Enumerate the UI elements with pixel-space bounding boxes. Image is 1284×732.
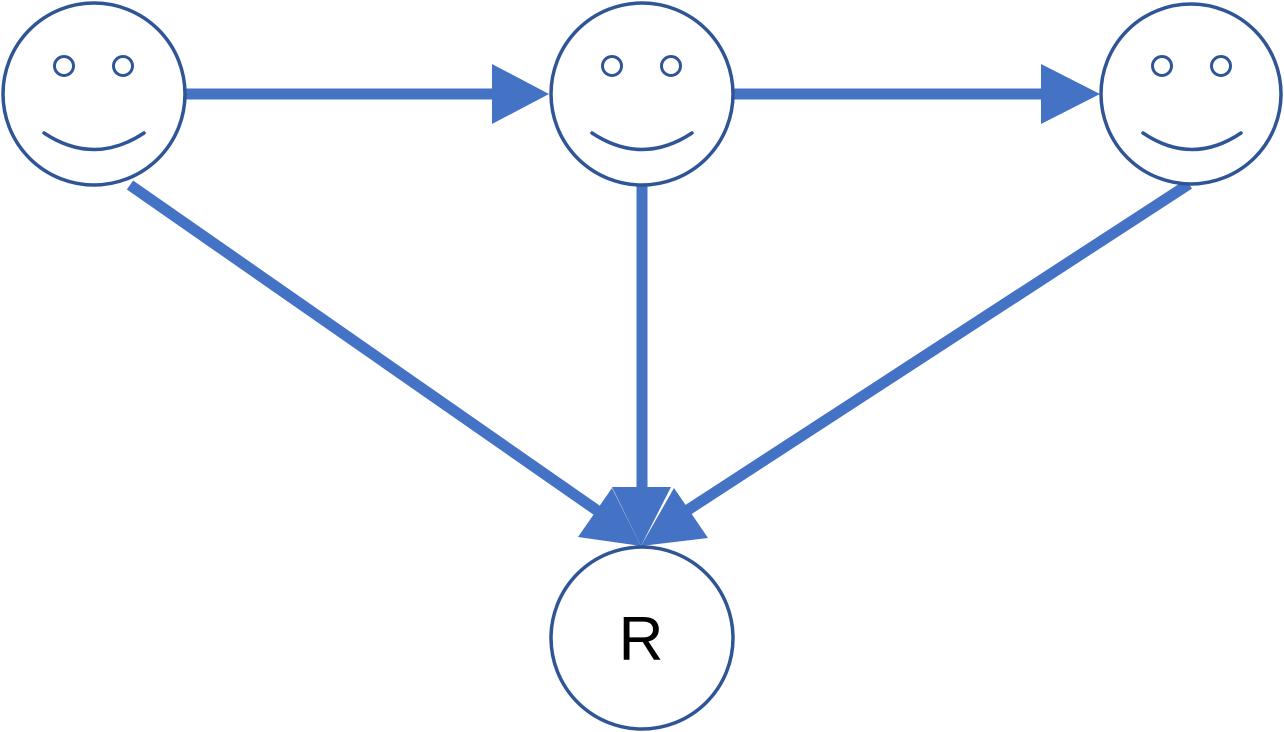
- agent-node-1: [1, 1, 187, 187]
- arrowhead-icon: [1041, 64, 1100, 124]
- result-node-label: R: [619, 605, 664, 674]
- node-circle: [549, 545, 735, 731]
- result-node: R: [549, 545, 735, 731]
- agent-node-3: [1099, 2, 1283, 186]
- agent-node-2: [549, 1, 735, 187]
- edge-agent-2-to-result: [612, 186, 671, 546]
- node-circle: [1099, 2, 1283, 186]
- edge-agent-2-to-agent-3: [734, 64, 1100, 124]
- smiley-face-icon: [1141, 55, 1243, 152]
- node-circle: [1, 1, 187, 187]
- arrowhead-icon: [492, 64, 549, 124]
- arrowhead-icon: [641, 488, 708, 546]
- edge-agent-1-to-agent-2: [186, 64, 549, 124]
- edge-line: [126, 180, 609, 521]
- edge-agent-1-to-result: [126, 180, 641, 546]
- arrowhead-icon: [578, 488, 641, 546]
- edge-agent-3-to-result: [641, 179, 1192, 546]
- arrowhead-icon: [612, 487, 671, 546]
- node-circle: [549, 1, 735, 187]
- smiley-face-icon: [42, 55, 146, 152]
- smiley-face-icon: [590, 55, 694, 152]
- edge-line: [674, 179, 1192, 522]
